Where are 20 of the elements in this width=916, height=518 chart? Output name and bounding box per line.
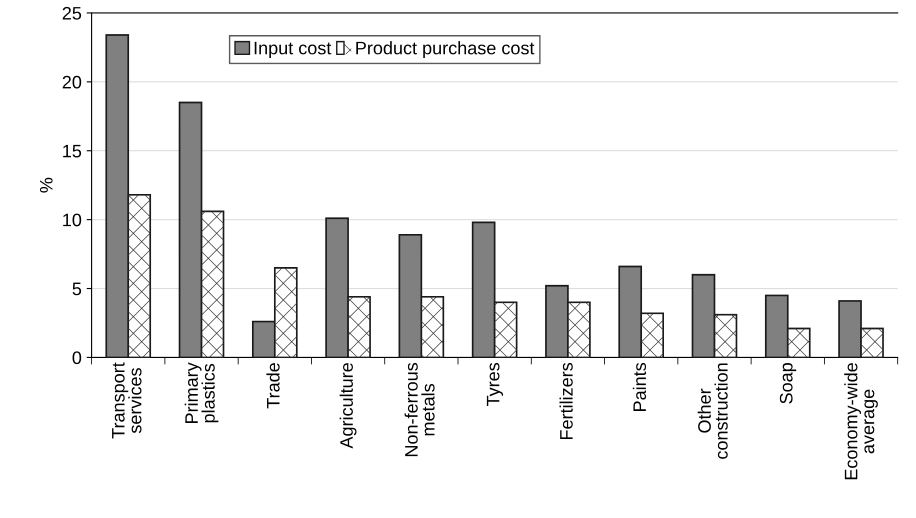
- legend-label: Input cost: [254, 42, 332, 58]
- y-axis-title: %: [40, 178, 53, 193]
- x-tick-label: Non-ferrous metals: [404, 362, 435, 456]
- x-tick-label: Tyres: [486, 362, 504, 406]
- x-tick-label: Agriculture: [340, 363, 356, 449]
- x-tick-label: Other construction: [698, 363, 728, 459]
- y-tick-label: 0: [72, 351, 82, 364]
- x-tick-label: Primary plastics: [184, 362, 218, 423]
- y-tick-label: 20: [62, 76, 82, 89]
- x-tick-label: Transport services: [112, 362, 142, 438]
- x-tick-label: Fertilizers: [560, 362, 573, 440]
- legend-label: Product purchase cost: [356, 41, 534, 58]
- y-tick-label: 25: [62, 6, 82, 20]
- y-tick-label: 15: [63, 144, 82, 158]
- x-tick-label: Trade: [266, 363, 280, 408]
- x-tick-label: Economy-wide average: [844, 363, 878, 480]
- x-tick-label: Paints: [632, 362, 646, 411]
- y-tick-label: 10: [63, 214, 82, 226]
- x-tick-label: Soap: [780, 363, 796, 404]
- y-tick-label: 5: [72, 282, 82, 296]
